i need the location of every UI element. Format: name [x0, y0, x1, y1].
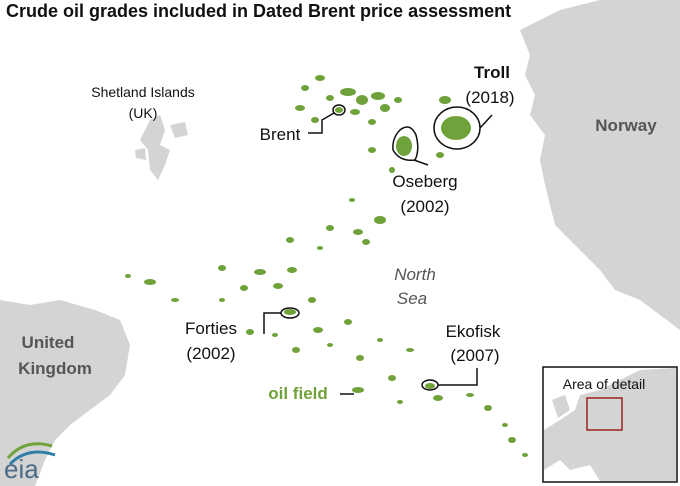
oil-field-shape [362, 239, 370, 245]
leader-line [479, 114, 493, 129]
oil-field-shape [502, 423, 508, 427]
oil-field-shape [371, 92, 385, 100]
oil-field-shape [219, 298, 225, 302]
oil-field-shape [394, 97, 402, 103]
oil-field-shape [350, 109, 360, 115]
field-label: Troll [474, 63, 510, 82]
oil-field-shape [377, 338, 383, 342]
oil-field-shape [125, 274, 131, 278]
oil-field-shape [317, 246, 323, 250]
oil-field-shape [218, 265, 226, 271]
norway-land [520, 0, 680, 330]
inset-title: Area of detail [563, 376, 646, 392]
place-label: Shetland Islands [91, 84, 195, 100]
oil-field-shape [292, 347, 300, 353]
legend-label: oil field [268, 384, 328, 403]
logo-arc [6, 442, 53, 460]
oil-field-shape [326, 225, 334, 231]
oil-field-shape [295, 105, 305, 111]
place-label: (UK) [129, 105, 158, 121]
oil-field-shape [466, 393, 474, 397]
oil-field-shape [441, 116, 471, 140]
detail-box [586, 397, 623, 431]
logo-arc [8, 450, 56, 466]
oil-field-shape [171, 298, 179, 302]
field-label: (2002) [400, 197, 449, 216]
oil-field-shape [433, 395, 443, 401]
shetland-land [135, 115, 188, 180]
field-label: Ekofisk [446, 322, 501, 341]
field-label: Forties [185, 319, 237, 338]
oil-field-shape [273, 283, 283, 289]
oil-field-shape [240, 285, 248, 291]
oil-field-shape [315, 75, 325, 81]
oil-field-shape [368, 119, 376, 125]
oil-field-shape [388, 375, 396, 381]
field-label: (2018) [465, 88, 514, 107]
oil-field-shape [484, 405, 492, 411]
oil-fields [125, 75, 528, 457]
callouts [263, 104, 493, 395]
oil-field-shape [389, 167, 395, 173]
oil-field-shape [308, 297, 316, 303]
oil-field-shape [254, 269, 266, 275]
oil-field-shape [374, 216, 386, 224]
oil-field-shape [436, 152, 444, 158]
oil-field-shape [368, 147, 376, 153]
oil-field-shape [284, 309, 296, 315]
oil-field-shape [286, 237, 294, 243]
oil-field-shape [335, 107, 343, 113]
oil-field-shape [287, 267, 297, 273]
oil-field-shape [356, 355, 364, 361]
field-label: Brent [260, 125, 301, 144]
inset-land [544, 368, 676, 481]
oil-field-shape [301, 85, 309, 91]
uk-land [0, 300, 130, 486]
place-label: Norway [595, 116, 657, 135]
oil-field-shape [508, 437, 516, 443]
oil-field-shape [425, 383, 435, 389]
oil-field-shape [396, 136, 412, 156]
place-label: Kingdom [18, 359, 92, 378]
map-title: Crude oil grades included in Dated Brent… [6, 1, 511, 21]
field-outline [332, 104, 346, 116]
oil-field-shape [439, 96, 451, 104]
oil-field-shape [272, 333, 278, 337]
leader-line [263, 312, 281, 334]
oil-field-shape [344, 319, 352, 325]
oil-field-shape [352, 387, 364, 393]
oil-field-shape [349, 198, 355, 202]
oil-field-shape [327, 343, 333, 347]
oil-field-shape [380, 104, 390, 112]
oil-field-shape [397, 400, 403, 404]
field-label: Oseberg [392, 172, 457, 191]
logo: eia [4, 442, 56, 484]
leader-line [308, 112, 335, 134]
logo-text: eia [4, 454, 39, 484]
oil-field-shape [326, 95, 334, 101]
oil-field-shape [356, 95, 368, 105]
inset: Area of detail [542, 366, 678, 483]
oil-field-shape [246, 329, 254, 335]
field-label: (2002) [186, 344, 235, 363]
place-label: Sea [397, 289, 427, 308]
leader-line [438, 368, 478, 386]
oil-field-shape [522, 453, 528, 457]
field-label: (2007) [450, 346, 499, 365]
oil-field-shape [353, 229, 363, 235]
place-label: North [394, 265, 436, 284]
place-label: United [22, 333, 75, 352]
oil-field-shape [340, 88, 356, 96]
oil-field-shape [311, 117, 319, 123]
leader-line [413, 159, 429, 166]
oil-field-shape [313, 327, 323, 333]
oil-field-shape [406, 348, 414, 352]
oil-field-shape [144, 279, 156, 285]
